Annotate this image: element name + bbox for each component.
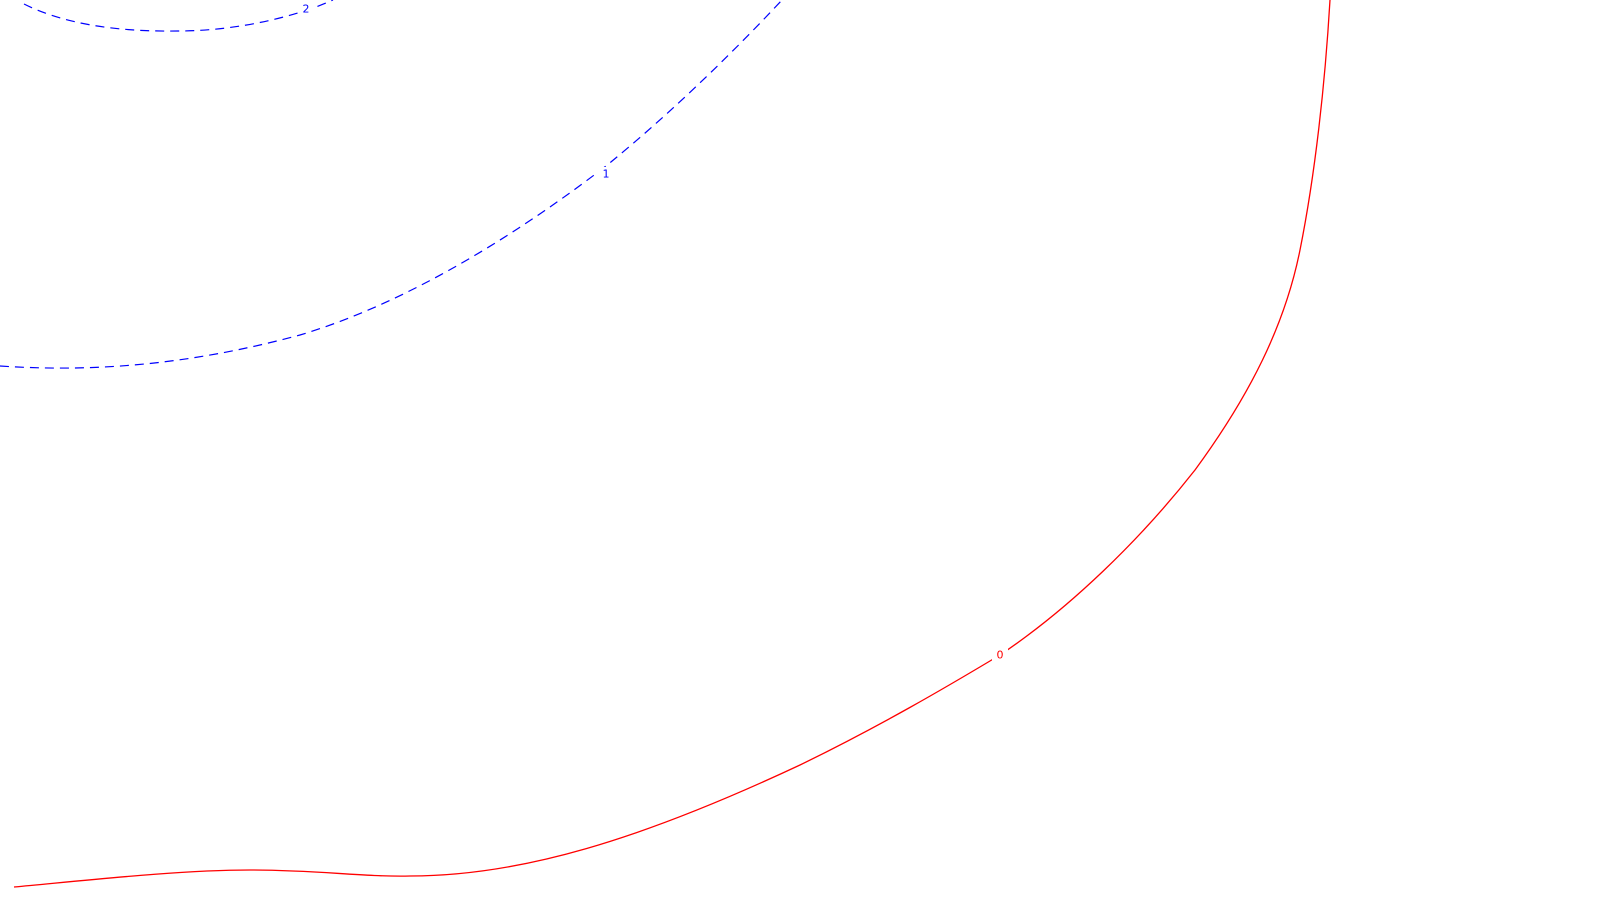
contour-line-level-0 [13,0,1331,888]
contour-label-level-0: 0 [997,649,1004,662]
contour-label-level-2: 2 [303,3,310,16]
contour-label-level-1: 1 [603,168,610,181]
contour-level-1: 1 [0,0,783,369]
contour-level-0: 0 [13,0,1331,888]
contour-label-bg-level-2 [298,3,314,16]
contour-label-bg-level-1 [597,167,613,181]
contour-level-2: 2 [23,0,334,32]
contour-line-level-2 [23,0,334,32]
contour-line-level-1 [0,0,783,369]
contour-label-bg-level-0 [992,648,1008,662]
